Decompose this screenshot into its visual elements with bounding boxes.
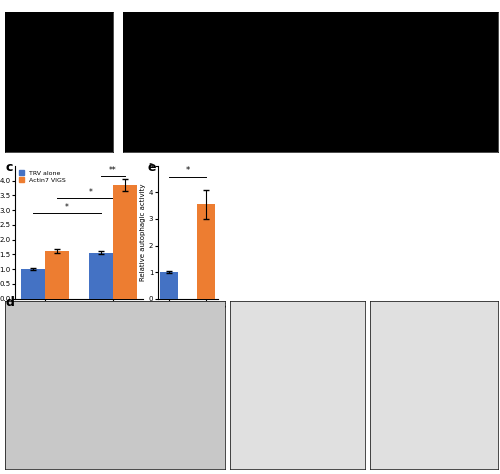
Bar [113,185,136,299]
Legend: TRV alone, Actin7 VIGS: TRV alone, Actin7 VIGS [18,169,68,184]
Text: c: c [5,161,12,174]
Text: b: b [122,12,132,25]
Text: *: * [88,188,92,197]
Text: e: e [148,161,156,174]
Bar [44,251,68,299]
Bar [21,269,44,299]
Text: a: a [5,12,14,25]
Text: *: * [186,166,190,175]
Text: *: * [65,202,69,211]
Text: d: d [5,296,14,309]
Bar [196,204,215,299]
Text: **: ** [109,166,116,175]
Bar [89,253,113,299]
Y-axis label: Relative autophagic activity: Relative autophagic activity [140,183,146,281]
Bar [160,272,178,299]
